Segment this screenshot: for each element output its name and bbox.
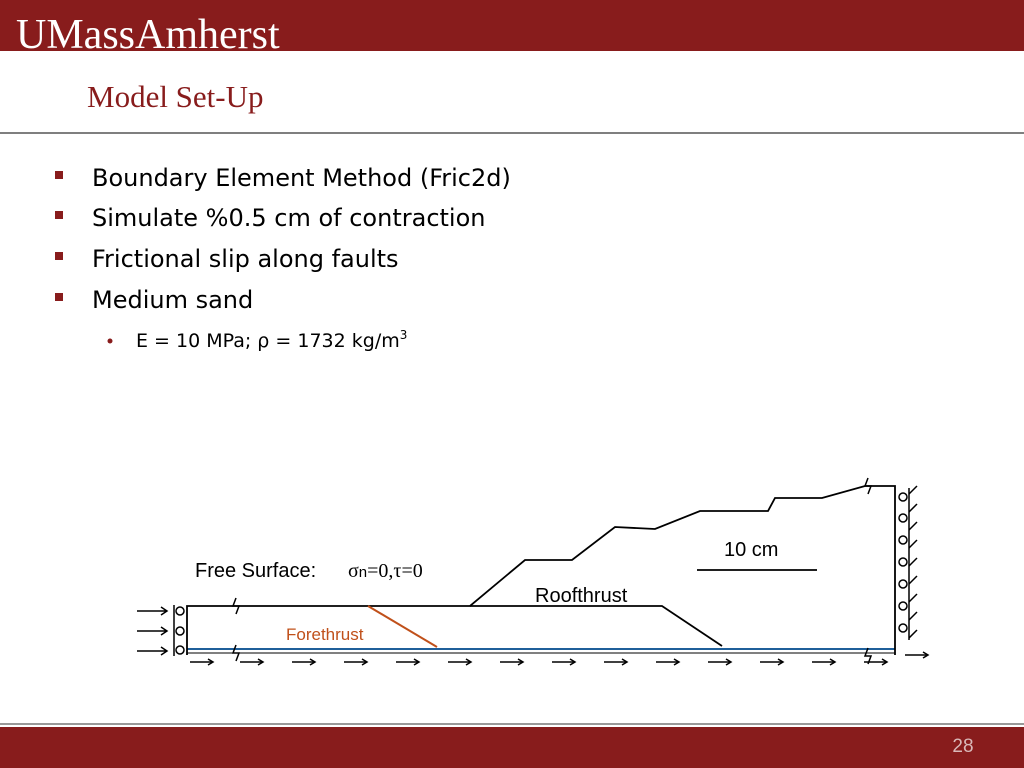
bullet: Simulate %0.5 cm of contraction — [92, 204, 485, 232]
arrows — [137, 477, 930, 666]
logo: UMassAmherst — [16, 12, 280, 58]
diagram-labels: Free Surface: σn=0,τ=0 10 cm Roofthrust … — [195, 539, 778, 644]
sub-bullet: E = 10 MPa; ρ = 1732 kg/m3 — [136, 328, 407, 352]
footer-band — [0, 727, 1024, 768]
page-number: 28 — [952, 736, 973, 757]
model-outline — [186, 485, 896, 655]
sub-bullet-text: E = 10 MPa; ρ = 1732 kg/m — [136, 330, 400, 352]
superscript: 3 — [400, 328, 408, 342]
bullet-marker — [55, 211, 63, 219]
forethrust-fault — [367, 605, 438, 648]
rollers — [173, 485, 918, 656]
bullet-marker — [55, 252, 63, 260]
roofthrust-label: Roofthrust — [535, 585, 628, 607]
diagram — [137, 477, 930, 666]
bullet: Medium sand — [92, 286, 253, 314]
sub-bullet-marker — [107, 338, 113, 344]
boundary-condition: σn=0,τ=0 — [348, 560, 423, 582]
header-band — [0, 0, 1024, 51]
bullet: Frictional slip along faults — [92, 245, 399, 273]
sigma: σ — [348, 560, 359, 582]
subscript: n — [359, 564, 367, 581]
bullet: Boundary Element Method (Fric2d) — [92, 164, 511, 192]
free-surface-label: Free Surface: — [195, 560, 316, 582]
scale-label: 10 cm — [724, 539, 778, 561]
bullet-list: Boundary Element Method (Fric2d) Simulat… — [55, 164, 511, 352]
slide-title: Model Set-Up — [87, 79, 264, 114]
bullet-marker — [55, 171, 63, 179]
condition-rest: =0,τ=0 — [367, 560, 423, 582]
bullet-marker — [55, 293, 63, 301]
forethrust-label: Forethrust — [286, 625, 364, 644]
roofthrust-fault — [470, 605, 723, 647]
